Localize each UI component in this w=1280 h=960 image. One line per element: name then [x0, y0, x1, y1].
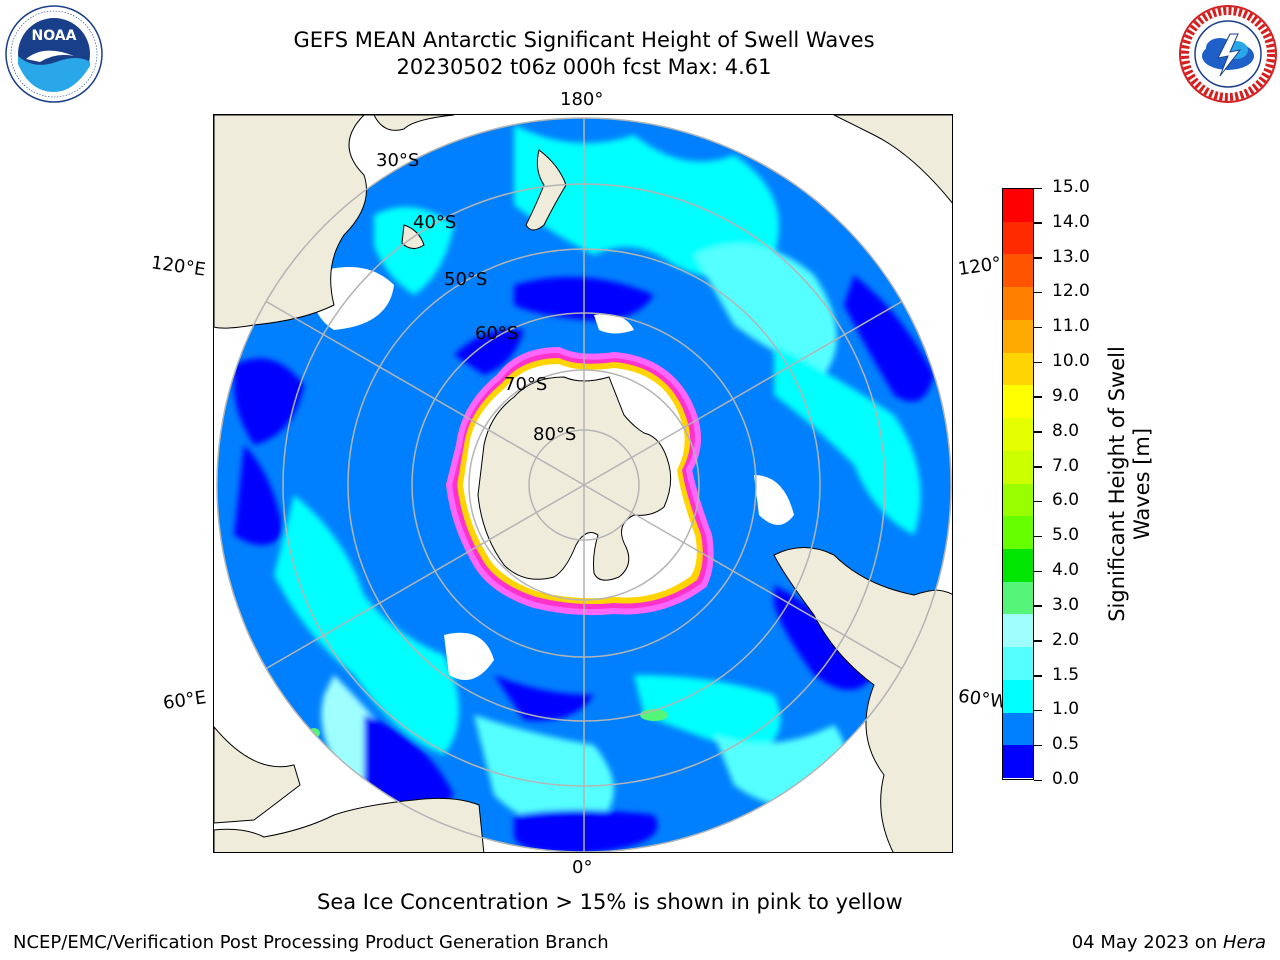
lon-label-right-upper: 120°: [956, 253, 1003, 280]
colorbar-tick-label: 0.0: [1052, 769, 1080, 789]
colorbar-tick-label: 15.0: [1052, 177, 1090, 197]
colorbar-tick-mark: [1034, 222, 1042, 224]
colorbar-segment: [1003, 516, 1033, 550]
meridian-line: [583, 300, 903, 486]
colorbar-tick-mark: [1034, 500, 1042, 503]
colorbar-tick-mark: [1034, 779, 1042, 781]
colorbar-segment: [1003, 483, 1033, 517]
polar-map: [214, 115, 952, 852]
meridian-line: [583, 484, 903, 670]
lat-label-30s: 30°S: [376, 150, 420, 171]
footer-host: Hera: [1222, 932, 1266, 953]
colorbar-tick-label: 0.5: [1052, 734, 1080, 755]
colorbar-tick-label: 14.0: [1052, 211, 1090, 232]
lat-label-60s: 60°S: [475, 323, 519, 344]
colorbar-label: Significant Height of Swell Waves [m]: [1105, 346, 1155, 622]
colorbar-tick-label: 1.5: [1052, 664, 1080, 685]
colorbar-tick-label: 13.0: [1052, 246, 1090, 267]
colorbar-segment: [1003, 614, 1033, 648]
colorbar-tick-mark: [1034, 570, 1042, 573]
colorbar-tick-label: 3.0: [1052, 594, 1080, 615]
colorbar-segment: [1003, 745, 1033, 779]
colorbar-tick-label: 12.0: [1052, 281, 1090, 302]
colorbar-tick-mark: [1034, 535, 1042, 538]
lon-label-bottom: 0°: [572, 857, 593, 878]
sea-ice-note: Sea Ice Concentration > 15% is shown in …: [317, 890, 903, 914]
colorbar-tick-mark: [1034, 187, 1042, 189]
lon-label-left-lower: 60°E: [161, 687, 208, 714]
colorbar-tick-label: 2.0: [1052, 629, 1080, 650]
colorbar-tick-mark: [1034, 466, 1042, 468]
colorbar: [1002, 188, 1034, 780]
colorbar-tick-label: 10.0: [1052, 351, 1090, 372]
colorbar-tick-mark: [1034, 431, 1042, 433]
colorbar-segment: [1003, 385, 1033, 419]
colorbar-tick-mark: [1034, 605, 1042, 607]
colorbar-label-line2: Waves [m]: [1130, 427, 1154, 541]
colorbar-tick-label: 7.0: [1052, 455, 1080, 476]
colorbar-tick-label: 11.0: [1052, 316, 1090, 337]
meridian-line: [265, 484, 585, 670]
lat-label-80s: 80°S: [533, 424, 577, 445]
colorbar-segment: [1003, 548, 1033, 583]
colorbar-tick-mark: [1034, 257, 1042, 259]
colorbar-tick-mark: [1034, 709, 1042, 712]
lon-label-left-upper: 120°E: [149, 252, 207, 281]
colorbar-segment: [1003, 352, 1033, 386]
colorbar-segment: [1003, 254, 1033, 288]
colorbar-tick-label: 9.0: [1052, 385, 1080, 406]
footer-date: 04 May 2023 on Hera: [1072, 932, 1266, 953]
colorbar-tick-mark: [1034, 396, 1042, 398]
colorbar-tick-label: 4.0: [1052, 560, 1080, 581]
chart-title: GEFS MEAN Antarctic Significant Height o…: [293, 28, 875, 52]
colorbar-tick-mark: [1034, 326, 1042, 329]
colorbar-segment: [1003, 679, 1033, 714]
colorbar-tick-mark: [1034, 744, 1042, 747]
colorbar-tick-label: 8.0: [1052, 420, 1080, 441]
lat-label-70s: 70°S: [504, 374, 548, 395]
lat-label-50s: 50°S: [444, 269, 488, 290]
lat-label-40s: 40°S: [413, 212, 457, 233]
noaa-logo: NOAA: [5, 5, 103, 103]
colorbar-segment: [1003, 287, 1033, 321]
colorbar-segment: [1003, 450, 1033, 484]
colorbar-segment: [1003, 581, 1033, 615]
colorbar-segment: [1003, 712, 1033, 746]
colorbar-tick-mark: [1034, 640, 1042, 642]
lon-label-top: 180°: [560, 89, 604, 110]
map-frame: [213, 114, 953, 853]
meridian-line: [265, 300, 585, 486]
colorbar-segment: [1003, 647, 1033, 681]
noaa-logo-text: NOAA: [32, 28, 77, 44]
colorbar-segment: [1003, 418, 1033, 452]
colorbar-segment: [1003, 189, 1033, 223]
nws-logo: [1179, 5, 1277, 103]
chart-subtitle: 20230502 t06z 000h fcst Max: 4.61: [396, 55, 772, 79]
colorbar-tick-mark: [1034, 361, 1042, 364]
colorbar-segment: [1003, 319, 1033, 354]
colorbar-tick-label: 6.0: [1052, 490, 1080, 511]
graticule: [265, 118, 903, 852]
colorbar-tick-label: 5.0: [1052, 525, 1080, 546]
footer-branch: NCEP/EMC/Verification Post Processing Pr…: [13, 932, 609, 953]
colorbar-tick-mark: [1034, 675, 1042, 677]
colorbar-tick-label: 1.0: [1052, 699, 1080, 720]
colorbar-label-line1: Significant Height of Swell: [1105, 346, 1129, 622]
colorbar-segment: [1003, 221, 1033, 255]
footer-date-text: 04 May 2023 on: [1071, 932, 1223, 953]
colorbar-tick-mark: [1034, 291, 1042, 294]
